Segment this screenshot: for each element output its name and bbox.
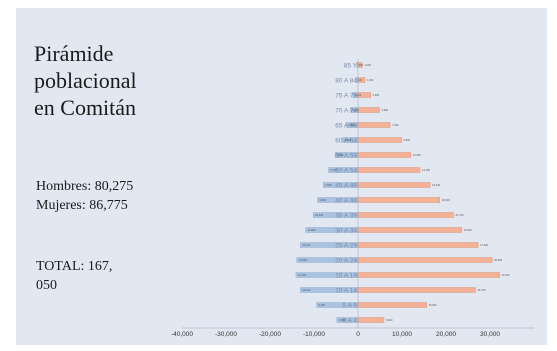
women-bar-12 [357,137,402,143]
total-line-1: TOTAL: 167, [36,259,113,274]
women-bar-14 [357,107,380,113]
page-title: Pirámide poblacional en Comitán [34,40,184,121]
age-label-9: 45 A 49 [335,182,357,189]
title-line-2: poblacional [34,68,137,93]
women-value-label-14: 4,900 [382,108,389,112]
x-tick-label-7: 30,000 [480,331,500,338]
men-value-label-2: 13,100 [302,288,310,292]
men-count: Hombres: 80,275 [36,179,134,194]
men-value-label-13: 2,600 [349,123,356,127]
women-value-label-13: 7,300 [392,123,399,127]
age-label-5: 25 A 29 [335,242,357,249]
men-value-label-12: 3,500 [345,138,352,142]
age-label-12: 60 A 64 [335,137,357,144]
age-label-7: 35 A 39 [335,212,357,219]
x-tick-label-0: -40,000 [171,331,193,338]
x-tick-label-4: 0 [356,331,360,338]
women-bars [357,62,500,323]
title-line-1: Pirámide [34,41,114,66]
bar-data-labels: 4,800 5,900 9,400 15,600 13,100 26,700 14,100 3… [298,63,510,322]
women-value-label-2: 26,700 [477,288,485,292]
age-label-4: 20 A 24 [335,257,357,264]
women-value-label-5: 27,300 [480,243,488,247]
women-value-label-8: 18,600 [442,198,450,202]
men-bars [295,62,359,323]
age-label-14: 70 A 74 [335,107,357,114]
men-value-label-10: 6,700 [331,168,338,172]
age-label-16: 80 A 84 [335,77,357,84]
age-label-8: 40 A 44 [335,197,357,204]
age-label-17: 85 Y [344,62,358,69]
men-value-label-11: 5,200 [337,153,344,157]
women-count: Mujeres: 86,775 [36,198,128,213]
x-tick-label-3: -10,000 [303,331,325,338]
women-value-label-3: 32,200 [502,273,510,277]
women-bar-0 [357,317,385,323]
women-value-label-17: 1,000 [364,63,371,67]
women-value-label-10: 14,100 [422,168,430,172]
women-value-label-12: 9,900 [404,138,411,142]
women-bar-3 [357,272,500,278]
women-bar-13 [357,122,391,128]
men-value-label-8: 9,200 [320,198,327,202]
men-value-label-17: 300 [359,63,364,67]
total-line-2: 050 [36,278,57,293]
women-bar-4 [357,257,493,263]
women-bar-9 [357,182,431,188]
age-label-10: 50 A 54 [335,167,357,174]
men-value-label-14: 1,700 [353,108,360,112]
age-label-1: 5 A 9 [343,302,358,309]
age-label-11: 55 A 59 [335,152,357,159]
total-count: TOTAL: 167, 050 [36,257,146,295]
women-value-label-1: 15,600 [429,303,437,307]
women-value-label-4: 30,500 [494,258,502,262]
x-axis-ticks: -40,000 -30,000 -20,000 -10,000 0 10,000 20,00… [171,59,500,338]
men-value-label-1: 9,400 [319,303,326,307]
women-value-label-9: 16,400 [432,183,440,187]
women-value-label-6: 23,600 [464,228,472,232]
men-value-label-6: 11,900 [308,228,316,232]
women-bar-10 [357,167,421,173]
women-value-label-15: 2,900 [373,93,380,97]
women-bar-6 [357,227,463,233]
age-label-0: 0 A 4 [343,317,358,324]
x-tick-label-6: 20,000 [436,331,456,338]
age-group-labels: 0 A 4 5 A 9 10 A 14 15 A 19 20 A 24 25 A 29 30… [335,62,357,324]
women-value-label-16: 1,600 [367,78,374,82]
slide-edge [0,0,5,351]
women-bar-1 [357,302,427,308]
age-label-15: 75 A 79 [335,92,357,99]
men-value-label-16: 500 [358,78,363,82]
women-bar-5 [357,242,479,248]
men-value-label-9: 7,900 [325,183,332,187]
men-value-label-5: 13,100 [302,243,310,247]
men-value-label-0: 4,800 [339,318,346,322]
women-value-label-11: 12,000 [413,153,421,157]
men-value-label-7: 10,200 [315,213,323,217]
women-bar-11 [357,152,411,158]
men-value-label-3: 14,100 [298,273,306,277]
age-label-3: 15 A 19 [335,272,357,279]
women-bar-2 [357,287,476,293]
women-value-label-0: 5,900 [386,318,393,322]
age-label-2: 10 A 14 [335,287,357,294]
women-bar-7 [357,212,454,218]
age-label-6: 30 A 34 [335,227,357,234]
women-bar-8 [357,197,441,203]
title-line-3: en Comitán [34,95,137,120]
women-value-label-7: 21,700 [455,213,463,217]
age-label-13: 65 A 69 [335,122,357,129]
x-tick-label-5: 10,000 [392,331,412,338]
population-stats: Hombres: 80,275 Mujeres: 86,775 [36,177,133,215]
x-tick-label-2: -20,000 [259,331,281,338]
men-value-label-4: 13,900 [299,258,307,262]
x-tick-label-1: -30,000 [215,331,237,338]
